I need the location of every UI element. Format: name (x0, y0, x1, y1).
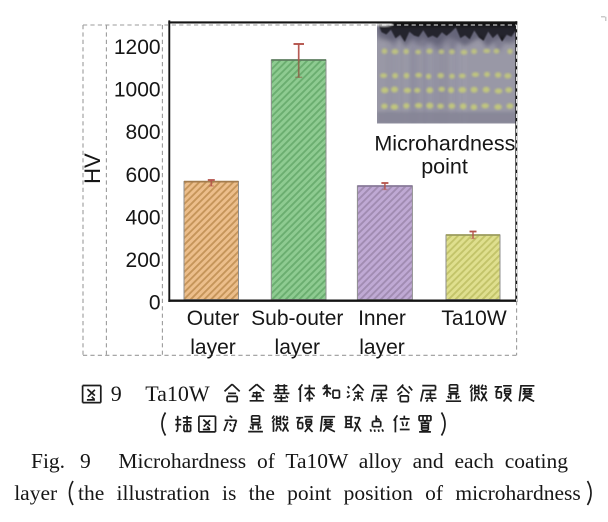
svg-text:layer: layer (359, 336, 405, 359)
svg-text:the illustration is the point: the illustration is the point position o… (78, 481, 581, 505)
svg-text:200: 200 (126, 249, 161, 272)
svg-text:Outer: Outer (187, 307, 240, 330)
svg-text:Microhardness: Microhardness (374, 131, 515, 155)
svg-text:layer: layer (190, 336, 236, 359)
svg-text:layer: layer (275, 336, 321, 359)
svg-text:Microhardness of Ta10W alloy a: Microhardness of Ta10W alloy and each co… (118, 449, 568, 473)
svg-text:800: 800 (126, 121, 161, 144)
svg-text:9: 9 (111, 381, 122, 406)
svg-text:Sub-outer: Sub-outer (251, 307, 343, 330)
svg-text:9: 9 (80, 449, 91, 473)
svg-text:Ta10W: Ta10W (145, 381, 210, 406)
svg-text:600: 600 (126, 164, 161, 187)
svg-text:Ta10W: Ta10W (441, 307, 507, 330)
svg-text:400: 400 (126, 206, 161, 229)
svg-text:Inner: Inner (358, 307, 406, 330)
svg-text:Fig.: Fig. (31, 449, 65, 473)
svg-text:point: point (421, 154, 468, 178)
svg-text:layer: layer (14, 481, 57, 505)
svg-text:0: 0 (149, 291, 161, 314)
svg-text:1000: 1000 (114, 79, 161, 102)
svg-text:1200: 1200 (114, 36, 161, 59)
svg-text:HV: HV (80, 153, 105, 184)
